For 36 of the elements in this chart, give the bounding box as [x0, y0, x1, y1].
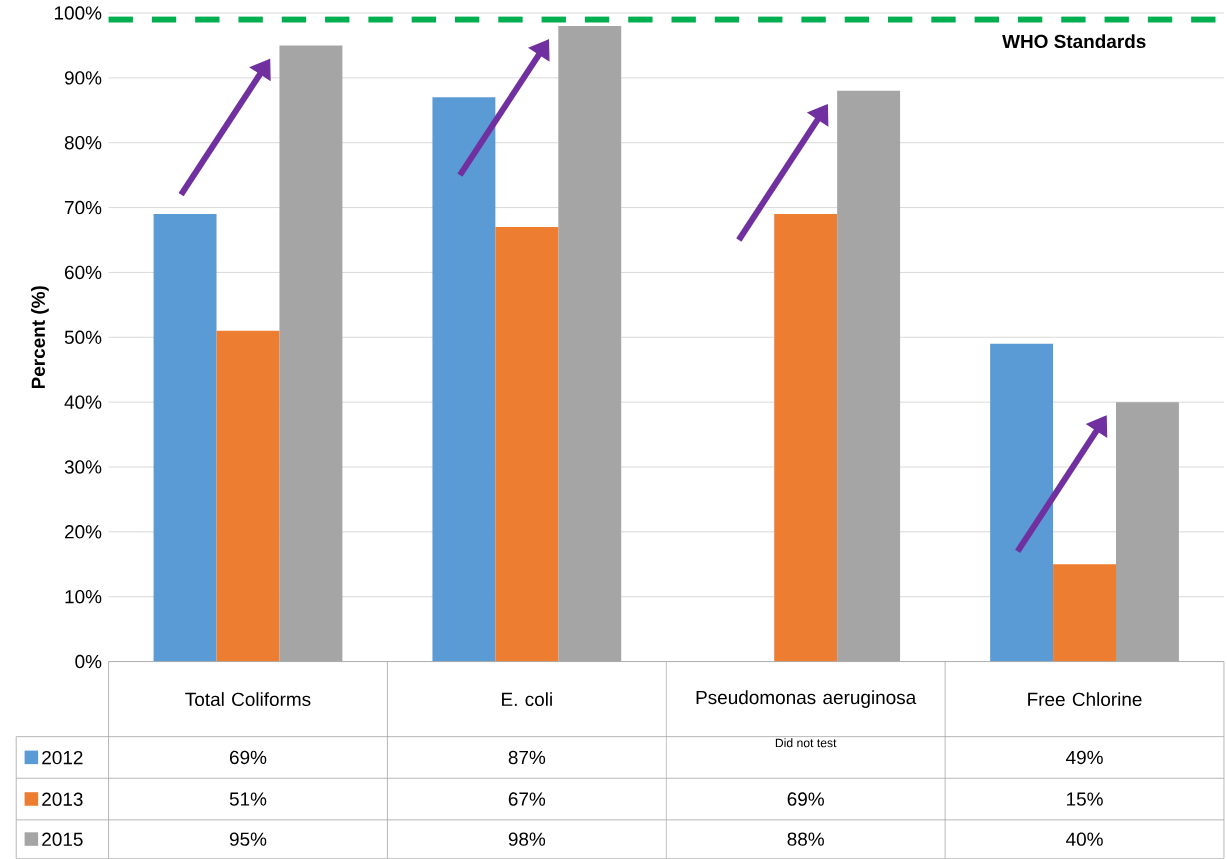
bar [216, 330, 280, 662]
x-tick-label: Free Chlorine [1028, 692, 1142, 707]
legend-label: 2013 [42, 792, 83, 807]
bar [1053, 564, 1116, 662]
y-axis-title: Percent (%) [31, 286, 49, 389]
data-label: 67% [508, 792, 546, 806]
y-tick-label: 30% [64, 460, 102, 474]
legend-label: 2012 [42, 750, 83, 765]
y-tick-label: 70% [65, 200, 102, 215]
x-tick-label: E. coli [502, 692, 552, 707]
y-tick-label: 10% [65, 590, 102, 604]
y-tick-label: 40% [64, 395, 102, 409]
bar [495, 227, 559, 662]
data-label: 98% [508, 832, 546, 846]
y-tick-label: 90% [64, 71, 102, 85]
data-label: 40% [1066, 832, 1103, 846]
data-label: 15% [1067, 792, 1103, 806]
y-tick-label: 60% [65, 265, 102, 280]
data-label: 69% [229, 750, 267, 765]
data-label: 49% [1066, 750, 1103, 765]
data-label: 88% [787, 832, 824, 846]
y-tick-label: 0% [75, 654, 102, 669]
y-tick-label: 80% [64, 136, 102, 150]
x-tick-label: Pseudomonas aeruginosa [696, 690, 917, 708]
y-tick-label: 50% [64, 330, 102, 345]
y-tick-label: 100% [54, 6, 102, 20]
y-tick-label: 20% [65, 525, 102, 539]
text: Did not test [775, 738, 837, 748]
data-label: 95% [229, 832, 267, 846]
data-label: 87% [508, 750, 546, 765]
ref-line-label: WHO Standards [1002, 34, 1146, 49]
data-label: 69% [787, 792, 824, 806]
bar [153, 214, 217, 662]
legend-label: 2015 [42, 832, 83, 847]
data-label: 51% [229, 792, 267, 806]
x-tick-label: Total Coliforms [185, 692, 311, 707]
